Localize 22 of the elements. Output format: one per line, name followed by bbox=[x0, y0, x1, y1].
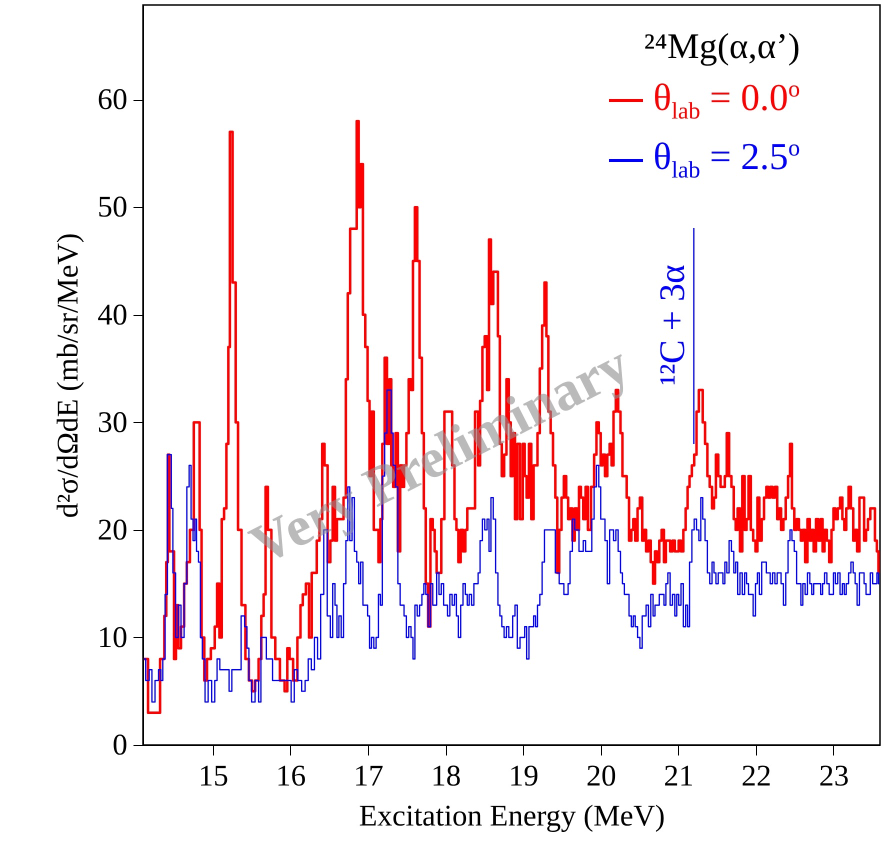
x-tick-label: 19 bbox=[508, 760, 539, 792]
ref-line-label: ¹²C + 3α bbox=[652, 264, 692, 386]
x-tick-label: 23 bbox=[818, 760, 849, 792]
y-tick-label: 60 bbox=[98, 83, 128, 116]
x-tick-label: 17 bbox=[353, 760, 384, 792]
x-axis-title: Excitation Energy (MeV) bbox=[358, 800, 666, 832]
legend-label: θ$_{lab}$ = 2.5$^{o}$ bbox=[653, 136, 800, 184]
y-tick-label: 40 bbox=[98, 298, 128, 332]
y-axis-title: d²σ/dΩdE (mb/sr/MeV) bbox=[52, 233, 84, 518]
x-tick-label: 16 bbox=[276, 760, 306, 792]
y-tick-label: 30 bbox=[98, 406, 128, 439]
y-tick-label: 0 bbox=[112, 728, 128, 762]
x-tick-label: 18 bbox=[431, 760, 462, 792]
y-tick-label: 50 bbox=[98, 190, 128, 224]
legend-label: θ$_{lab}$ = 0.0$^{o}$ bbox=[653, 76, 800, 124]
y-tick-label: 20 bbox=[98, 513, 128, 546]
x-tick-label: 15 bbox=[198, 760, 228, 792]
text: ²⁴Mg(α,α’) bbox=[642, 26, 800, 66]
x-tick-label: 20 bbox=[586, 760, 616, 792]
x-tick-label: 21 bbox=[664, 760, 694, 792]
y-tick-label: 10 bbox=[98, 620, 128, 654]
x-tick-label: 22 bbox=[741, 760, 772, 792]
